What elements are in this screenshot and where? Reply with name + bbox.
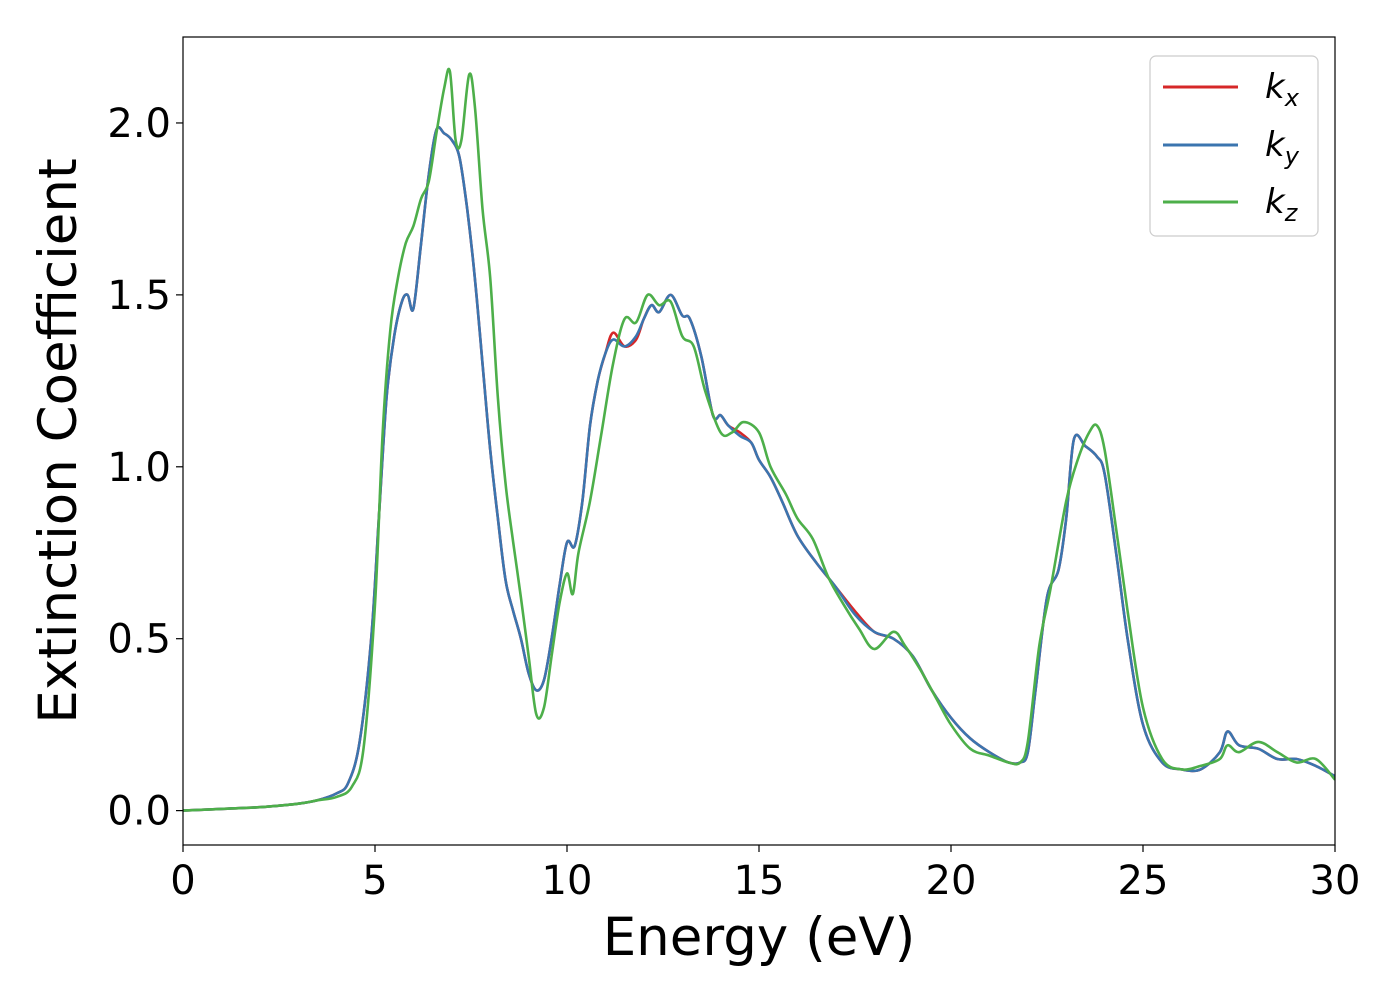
y-tick-label: 1.5 xyxy=(107,273,171,319)
legend-entry-kx: kx xyxy=(1163,67,1300,112)
x-tick-label: 20 xyxy=(926,858,977,904)
legend-label-kx: kx xyxy=(1265,67,1300,112)
y-axis-title: Extinction Coefficient xyxy=(28,158,89,724)
y-tick-label: 2.0 xyxy=(107,101,171,147)
legend-entry-kz: kz xyxy=(1163,182,1299,227)
series-line-ky xyxy=(183,125,1335,812)
x-tick-label: 15 xyxy=(734,858,785,904)
x-tick-label: 0 xyxy=(170,858,195,904)
y-tick-label: 0.0 xyxy=(107,789,171,835)
x-axis-title: Energy (eV) xyxy=(603,907,916,968)
legend: kx ky kz xyxy=(1149,55,1319,237)
legend-entry-ky: ky xyxy=(1163,125,1300,170)
series-layer xyxy=(183,67,1335,812)
x-tick-label: 30 xyxy=(1310,858,1361,904)
y-tick-label: 1.0 xyxy=(107,445,171,491)
x-tick-label: 5 xyxy=(362,858,387,904)
legend-label-kz: kz xyxy=(1265,182,1299,227)
ticks-layer: 0 5 10 15 20 25 30 0.0 0.5 1.0 1.5 2.0 xyxy=(107,101,1360,904)
y-tick-label: 0.5 xyxy=(107,617,171,663)
x-tick-label: 10 xyxy=(542,858,593,904)
legend-label-ky: ky xyxy=(1265,125,1300,170)
x-tick-label: 25 xyxy=(1118,858,1169,904)
series-line-kz xyxy=(183,67,1335,812)
